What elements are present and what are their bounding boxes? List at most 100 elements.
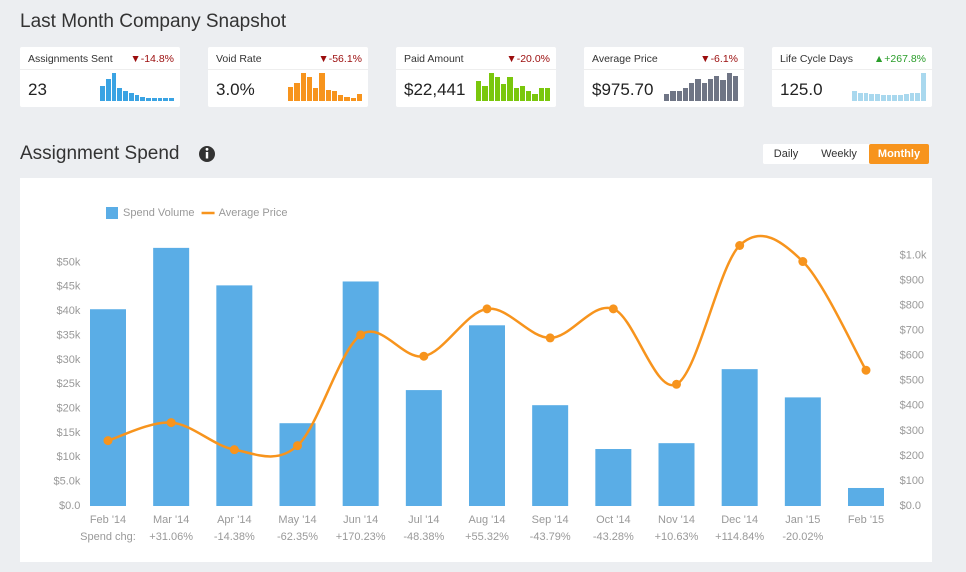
line-point <box>545 333 555 343</box>
spark-bar <box>338 95 344 101</box>
line-point <box>482 304 492 314</box>
x-tick-label: May '14 <box>278 514 316 526</box>
y-tick-label: $50k <box>57 256 81 268</box>
y2-tick-label: $200 <box>900 450 924 462</box>
y2-tick-label: $500 <box>900 375 924 387</box>
toggle-button[interactable]: Daily <box>763 144 809 164</box>
spark-bar <box>532 94 538 101</box>
spark-bar <box>482 85 488 101</box>
kpi-change: ▼-20.0% <box>506 53 550 65</box>
kpi-label: Paid Amount <box>404 53 464 65</box>
line-point <box>229 445 239 455</box>
spend-change-label: -48.38% <box>403 531 444 543</box>
spark-bar <box>538 88 544 101</box>
spend-change-label: -43.28% <box>593 531 634 543</box>
spark-bar <box>306 77 312 101</box>
y-tick-label: $10k <box>57 451 81 463</box>
legend-label: Spend Volume <box>123 207 195 219</box>
page-title: Last Month Company Snapshot <box>20 11 287 32</box>
y2-tick-label: $700 <box>900 325 924 337</box>
sparkline <box>476 73 550 101</box>
spark-bar <box>689 82 695 101</box>
spark-bar <box>886 95 892 101</box>
spend-change-label: -20.02% <box>782 531 823 543</box>
spark-bar <box>701 82 707 101</box>
line-point <box>293 441 302 451</box>
spark-bar <box>134 94 140 101</box>
bar <box>658 443 695 506</box>
spark-bar <box>526 91 532 101</box>
kpi-change: ▼-56.1% <box>318 53 362 65</box>
kpi-card: Paid Amount ▼-20.0% $22,441 <box>396 47 556 107</box>
spark-bar <box>111 73 117 101</box>
x-tick-label: Mar '14 <box>153 514 189 526</box>
kpi-card: Assignments Sent ▼-14.8% 23 <box>20 47 180 107</box>
spark-bar <box>331 91 337 101</box>
bar <box>153 247 190 507</box>
kpi-change: ▼-14.8% <box>130 53 174 65</box>
x-tick-label: Aug '14 <box>469 514 506 526</box>
kpi-divider <box>20 69 180 70</box>
y-tick-label: $45k <box>57 281 81 293</box>
kpi-value: 125.0 <box>780 80 823 99</box>
spark-bar <box>695 78 701 101</box>
toggle-button[interactable]: Monthly <box>869 144 929 164</box>
spark-bar <box>707 78 713 101</box>
spark-bar <box>117 88 123 101</box>
kpi-label: Void Rate <box>216 53 262 65</box>
spark-bar <box>898 95 903 101</box>
line-point <box>608 304 618 314</box>
spark-bar <box>720 80 726 101</box>
spark-bar <box>507 77 513 101</box>
spark-bar <box>676 91 682 101</box>
x-tick-label: Dec '14 <box>721 514 758 526</box>
bar <box>721 369 758 506</box>
spark-bar <box>892 95 898 101</box>
kpi-change: ▲+267.8% <box>873 53 926 65</box>
spend-change-label: -14.38% <box>214 531 255 543</box>
x-tick-label: Nov '14 <box>658 514 695 526</box>
spark-bar <box>519 85 525 101</box>
spark-bar <box>670 91 676 101</box>
info-icon-bar <box>205 152 209 159</box>
spend-change-label: +10.63% <box>655 531 699 543</box>
x-tick-label: Oct '14 <box>596 514 631 526</box>
y-tick-label: $15k <box>57 427 81 439</box>
kpi-card: Average Price ▼-6.1% $975.70 <box>584 47 744 107</box>
spend-change-label: +55.32% <box>465 531 509 543</box>
y2-tick-label: $1.0k <box>900 249 927 261</box>
kpi-divider <box>208 69 368 70</box>
line-point <box>166 418 176 428</box>
bar <box>90 309 126 506</box>
spark-bar <box>163 98 169 101</box>
y2-tick-label: $800 <box>900 300 924 312</box>
spark-bar <box>857 92 863 101</box>
bar <box>469 325 505 506</box>
spark-bar <box>544 88 550 101</box>
sparkline <box>664 73 738 101</box>
x-tick-label: Feb '14 <box>90 514 126 526</box>
y2-tick-label: $300 <box>900 425 924 437</box>
spark-bar <box>105 78 111 101</box>
x-tick-label: Apr '14 <box>217 514 252 526</box>
y-tick-label: $5.0k <box>53 476 80 488</box>
line-point <box>861 365 871 375</box>
kpi-divider <box>772 69 932 70</box>
y-tick-label: $40k <box>57 305 81 317</box>
spend-change-label: +170.23% <box>336 531 386 543</box>
sparkline <box>288 73 362 101</box>
spark-bar <box>863 92 869 101</box>
toggle-button[interactable]: Weekly <box>809 144 869 164</box>
bar <box>279 423 316 506</box>
bar <box>784 397 821 506</box>
spark-bar <box>157 98 163 101</box>
spark-bar <box>128 92 134 101</box>
kpi-value: $975.70 <box>592 80 654 99</box>
spend-change-label: -43.79% <box>530 531 571 543</box>
spark-bar <box>869 94 875 101</box>
spark-bar <box>852 91 857 101</box>
spark-bar <box>140 96 146 101</box>
legend-swatch <box>106 207 118 219</box>
